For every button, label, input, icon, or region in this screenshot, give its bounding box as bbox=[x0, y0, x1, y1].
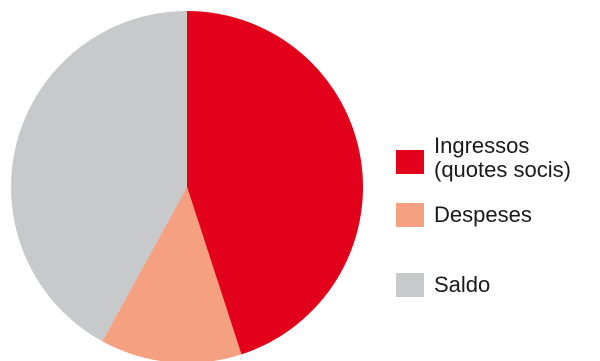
legend-label-saldo: Saldo bbox=[434, 272, 491, 297]
legend-label-despeses: Despeses bbox=[434, 202, 532, 227]
legend-swatch-saldo bbox=[396, 273, 424, 297]
legend-item-saldo: Saldo bbox=[396, 273, 596, 308]
pie-slice-ingressos bbox=[187, 11, 364, 355]
pie-slice-saldo bbox=[10, 11, 188, 342]
legend-item-ingressos: Ingressos (quotes socis) bbox=[396, 134, 596, 184]
legend: Ingressos (quotes socis) Despeses Saldo bbox=[396, 134, 596, 297]
legend-label-ingressos: Ingressos (quotes socis) bbox=[434, 133, 571, 182]
legend-item-despeses: Despeses bbox=[396, 203, 596, 238]
legend-swatch-despeses bbox=[396, 203, 424, 227]
legend-swatch-ingressos bbox=[396, 150, 424, 174]
pie-slice-despeses bbox=[102, 187, 242, 361]
